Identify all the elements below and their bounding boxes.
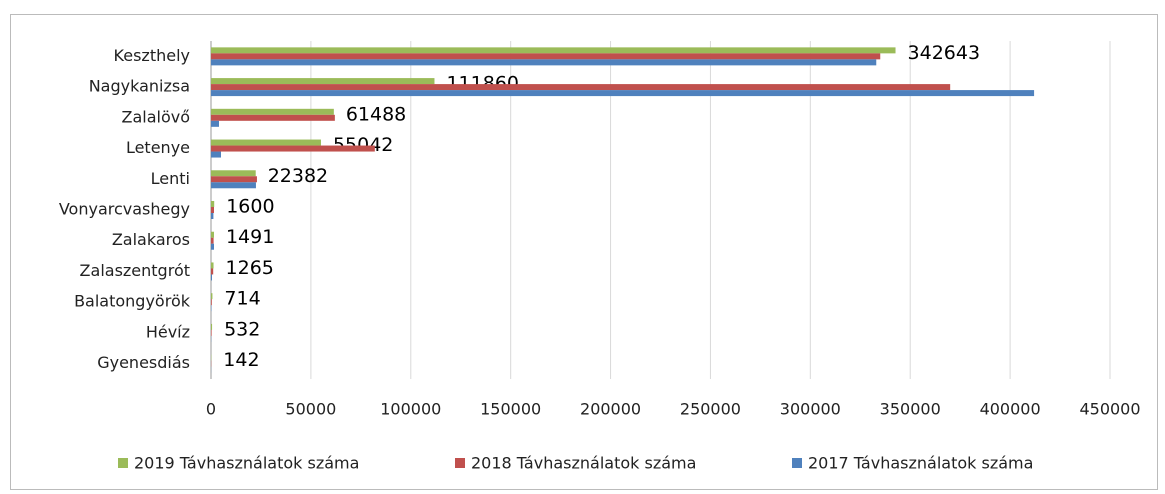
y-tick-label: Vonyarcvashegy [59, 200, 190, 219]
bar [211, 47, 896, 54]
y-tick-label: Hévíz [146, 322, 190, 341]
y-tick-label: Gyenesdiás [97, 353, 190, 372]
y-tick-label: Nagykanizsa [89, 77, 190, 96]
data-label: 714 [224, 288, 260, 310]
bar [211, 170, 256, 177]
x-tick-label: 250000 [680, 400, 741, 419]
y-tick-label: Zalaszentgrót [80, 261, 190, 280]
bar [211, 274, 212, 281]
data-label: 142 [223, 349, 259, 371]
y-tick-label: Zalakaros [112, 230, 190, 249]
bar [211, 201, 215, 207]
bar [211, 213, 214, 219]
legend-label: 2017 Távhasználatok száma [808, 454, 1033, 473]
bar [211, 120, 219, 127]
data-label: 22382 [268, 165, 328, 187]
y-tick-label: Zalalövő [121, 107, 190, 126]
legend-swatch [792, 458, 802, 468]
bar [211, 145, 375, 152]
bar [211, 176, 257, 183]
bar [211, 323, 213, 330]
legend-swatch [455, 458, 465, 468]
bar [211, 262, 214, 269]
y-tick-label: Letenye [126, 138, 190, 157]
y-tick-label: Keszthely [114, 46, 190, 65]
x-tick-label: 50000 [285, 400, 336, 419]
x-tick-label: 350000 [880, 400, 941, 419]
data-label: 1600 [226, 196, 274, 218]
x-tick-label: 200000 [580, 400, 641, 419]
bar [211, 329, 212, 336]
legend-swatch [118, 458, 128, 468]
x-tick-label: 150000 [480, 400, 541, 419]
bar [211, 299, 212, 306]
bar [211, 114, 335, 121]
bar [211, 139, 321, 146]
x-tick-label: 100000 [380, 400, 441, 419]
legend-label: 2018 Távhasználatok száma [471, 454, 696, 473]
bar [211, 84, 951, 91]
data-label: 1491 [226, 226, 274, 248]
bar [211, 78, 435, 85]
bar [211, 151, 221, 158]
bar [211, 108, 334, 115]
y-tick-label: Lenti [151, 169, 190, 188]
bar [211, 231, 214, 238]
data-label: 532 [224, 318, 260, 340]
bar [211, 182, 256, 189]
bar [211, 293, 213, 300]
data-label: 1265 [226, 257, 274, 279]
x-tick-label: 300000 [780, 400, 841, 419]
x-tick-label: 400000 [980, 400, 1041, 419]
data-label: 342643 [908, 42, 981, 64]
x-tick-label: 0 [206, 400, 216, 419]
legend-label: 2019 Távhasználatok száma [134, 454, 359, 473]
y-tick-label: Balatongyörök [74, 292, 191, 311]
x-tick-label: 450000 [1079, 400, 1140, 419]
bar [211, 90, 1035, 97]
bar [211, 207, 214, 213]
bar [211, 243, 214, 250]
bar [211, 268, 214, 275]
bar [211, 237, 214, 244]
bar [211, 53, 881, 60]
data-label: 61488 [346, 103, 406, 125]
bar [211, 59, 877, 66]
data-label: 55042 [333, 134, 393, 156]
